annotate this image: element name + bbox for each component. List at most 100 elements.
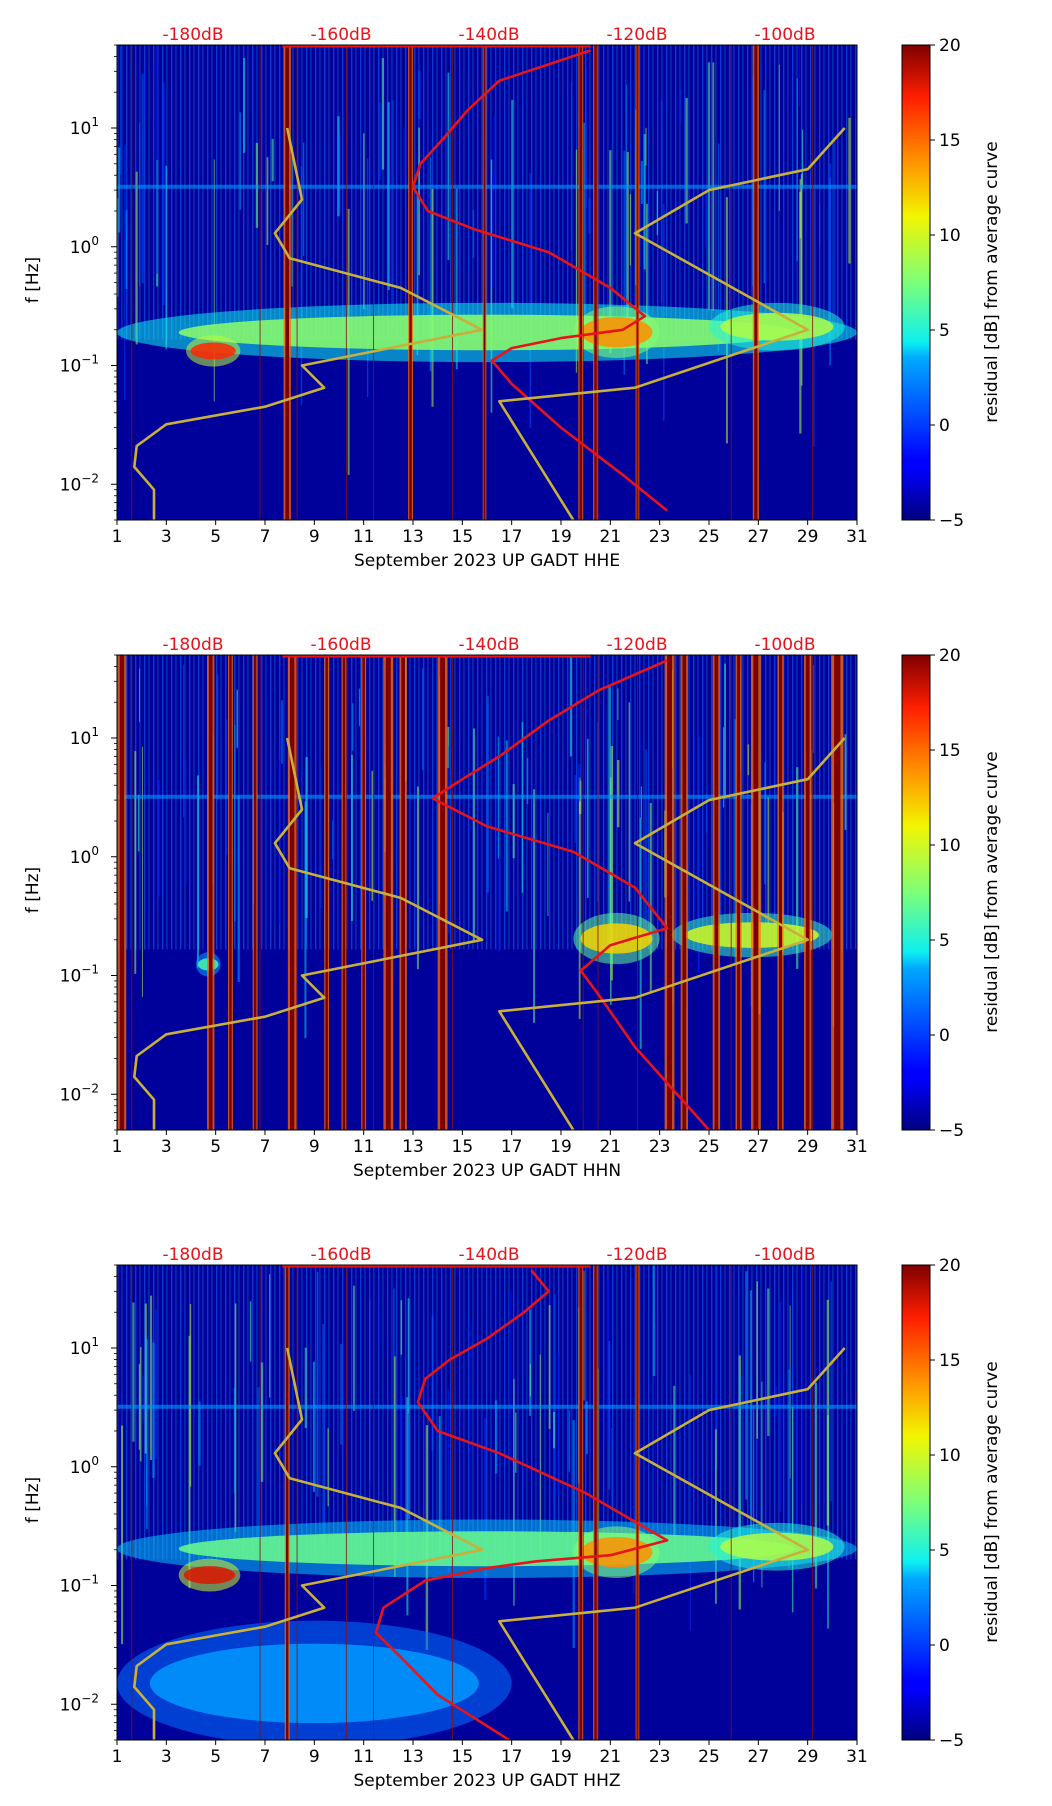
- noise-streak: [529, 173, 532, 428]
- noise-streak: [260, 1362, 264, 1482]
- noise-streak: [801, 129, 804, 189]
- x-tick-label: 19: [550, 527, 572, 547]
- event-spike-core: [594, 45, 597, 520]
- colorbar-tick-label: 20: [939, 1256, 961, 1276]
- noise-streak: [213, 159, 215, 402]
- noise-streak: [322, 1324, 325, 1547]
- noise-streak: [353, 1285, 355, 1411]
- noise-streak: [484, 1418, 487, 1600]
- event-spike-core: [119, 655, 125, 1130]
- event-spike-core: [289, 655, 295, 1130]
- top-db-label: -160dB: [310, 25, 371, 45]
- noise-streak: [394, 1356, 396, 1577]
- event-spike-core: [805, 655, 810, 1130]
- x-tick-label: 9: [309, 1747, 320, 1767]
- noise-streak: [416, 786, 419, 970]
- noise-streak: [734, 719, 736, 965]
- noise-streak: [685, 97, 688, 224]
- noise-streak: [767, 796, 769, 924]
- colorbar: [901, 654, 931, 1131]
- noise-streak: [788, 1369, 791, 1569]
- energy-band-core: [178, 314, 796, 351]
- top-db-label: -120dB: [606, 1245, 667, 1265]
- x-tick-label: 21: [600, 527, 622, 547]
- noise-streak: [233, 1387, 236, 1493]
- noise-streak: [406, 1397, 409, 1616]
- noise-streak: [338, 135, 341, 214]
- y-axis-label: f [Hz]: [23, 257, 43, 303]
- x-tick-label: 9: [309, 527, 320, 547]
- top-db-label: -140dB: [458, 25, 519, 45]
- top-db-label: -180dB: [162, 25, 223, 45]
- noise-streak: [291, 154, 293, 287]
- noise-streak: [150, 1295, 153, 1460]
- noise-streak: [144, 67, 146, 117]
- noise-streak: [447, 72, 450, 260]
- colorbar-tick-label: 20: [939, 36, 961, 56]
- noise-streak: [118, 147, 121, 233]
- top-db-label: -160dB: [310, 1245, 371, 1265]
- noise-streak: [198, 1401, 201, 1466]
- colorbar-tick-label: 5: [939, 321, 950, 341]
- energy-band-core: [149, 1643, 479, 1724]
- y-tick-label: 10−2: [60, 1691, 99, 1715]
- noise-streak: [124, 145, 126, 401]
- colorbar-tick-label: 10: [939, 1446, 961, 1466]
- noise-streak: [833, 138, 836, 331]
- noise-streak: [577, 763, 581, 802]
- noise-streak: [486, 695, 489, 893]
- noise-streak: [588, 198, 591, 234]
- colorbar-tick-label: 15: [939, 1351, 961, 1371]
- y-tick-label: 100: [70, 1454, 99, 1478]
- event-spike-core: [778, 655, 783, 1130]
- x-tick-label: 1: [112, 1747, 123, 1767]
- noise-streak: [512, 784, 515, 859]
- noise-streak: [623, 150, 625, 375]
- noise-streak: [764, 762, 766, 885]
- x-tick-label: 19: [550, 1137, 572, 1157]
- event-spike-core: [362, 655, 365, 1130]
- noise-streak: [120, 46, 122, 175]
- noise-streak: [125, 210, 128, 289]
- noise-streak: [705, 190, 708, 248]
- noise-streak: [791, 1407, 794, 1613]
- noise-streak: [660, 100, 663, 303]
- event-spike-core: [737, 655, 741, 1130]
- noise-streak: [578, 777, 581, 1020]
- x-tick-label: 23: [649, 1137, 671, 1157]
- noise-streak: [367, 158, 369, 397]
- y-axis-label: f [Hz]: [23, 1477, 43, 1523]
- top-db-label: -140dB: [458, 1245, 519, 1265]
- noise-streak: [796, 78, 798, 262]
- noise-streak: [792, 1287, 794, 1395]
- x-tick-label: 31: [846, 1747, 868, 1767]
- noise-streak: [609, 777, 612, 1005]
- noise-streak: [509, 1291, 512, 1463]
- noise-streak: [747, 744, 750, 776]
- event-spike-core: [667, 655, 672, 1130]
- noise-streak: [300, 165, 303, 406]
- x-tick-label: 11: [353, 1747, 375, 1767]
- y-axis-label: f [Hz]: [23, 867, 43, 913]
- x-tick-label: 23: [649, 1747, 671, 1767]
- resonance-line: [117, 1404, 857, 1409]
- noise-streak: [739, 1375, 741, 1551]
- noise-streak: [645, 203, 648, 364]
- noise-streak: [139, 1347, 142, 1462]
- noise-streak: [304, 1347, 307, 1429]
- noise-streak: [470, 1323, 472, 1525]
- noise-streak: [269, 1274, 271, 1398]
- event-spike-core: [594, 1265, 597, 1740]
- noise-streak: [640, 786, 642, 819]
- noise-streak: [316, 1271, 319, 1497]
- noise-streak: [327, 1428, 329, 1507]
- noise-streak: [756, 1281, 759, 1439]
- noise-streak: [689, 1374, 691, 1631]
- noise-streak: [633, 1404, 635, 1594]
- noise-streak: [369, 1299, 371, 1481]
- noise-streak: [196, 775, 199, 968]
- noise-streak: [137, 794, 140, 852]
- noise-streak: [400, 1300, 403, 1355]
- x-tick-label: 21: [600, 1747, 622, 1767]
